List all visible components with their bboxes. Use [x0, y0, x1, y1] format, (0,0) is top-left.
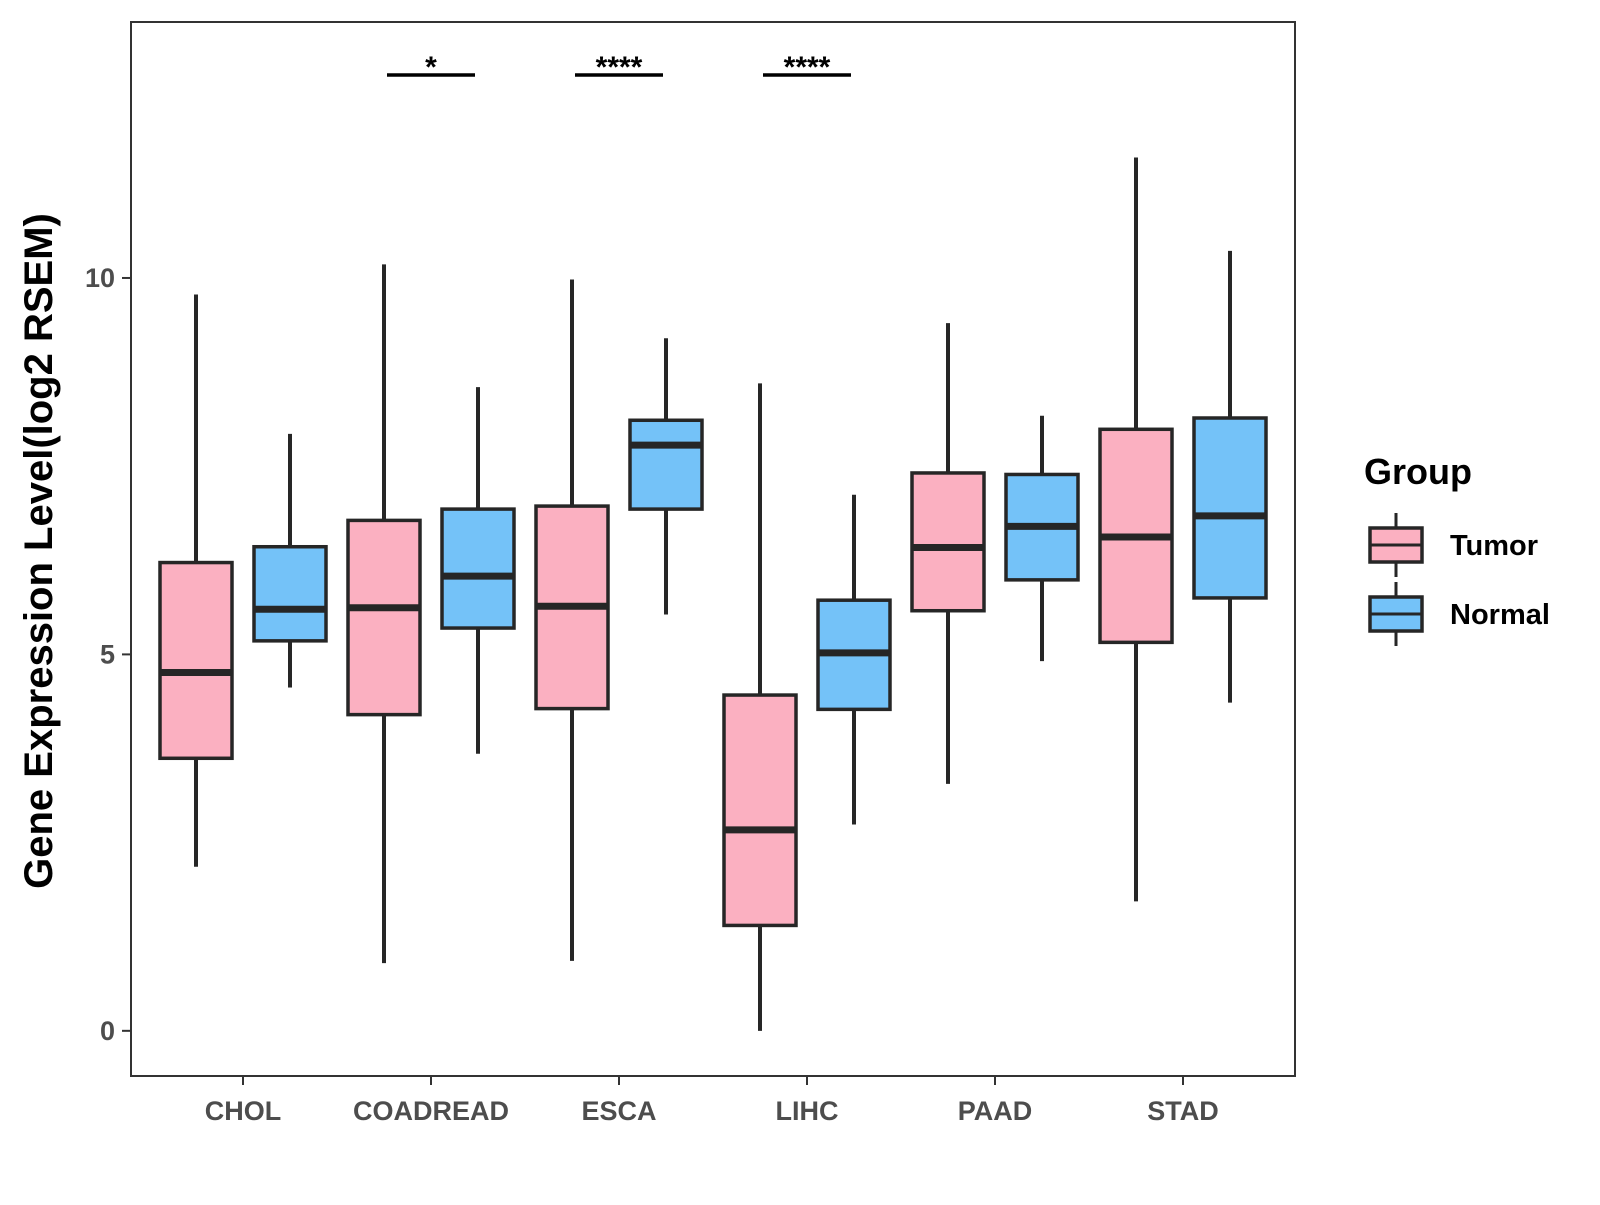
box-esca-normal [628, 338, 704, 615]
x-tick-label: LIHC [776, 1096, 839, 1126]
box-iqr [910, 471, 986, 613]
box-paad-normal [1004, 415, 1080, 662]
plot-panel-border [130, 21, 1296, 1077]
box-stad-normal [1192, 250, 1268, 703]
box-iqr [440, 507, 516, 630]
box-coadread-normal [440, 387, 516, 754]
box-iqr [628, 418, 704, 511]
x-tick-label: PAAD [958, 1096, 1033, 1126]
box-chol-normal [252, 433, 328, 688]
box-stad-tumor [1098, 157, 1174, 902]
box-chol-tumor [158, 294, 234, 867]
legend-item-tumor: Tumor [1368, 513, 1538, 577]
y-axis-title: Gene Expression Level(log2 RSEM) [17, 213, 61, 889]
significance-esca: **** [575, 51, 663, 84]
legend: Group Tumor Normal [1364, 451, 1550, 646]
legend-label: Normal [1450, 599, 1550, 631]
x-tick-label: COADREAD [353, 1096, 509, 1126]
box-iqr [252, 544, 328, 643]
box-lihc-tumor [722, 383, 798, 1031]
y-tick-label: 5 [100, 639, 115, 669]
box-paad-tumor [910, 323, 986, 784]
x-tick-label: ESCA [581, 1096, 656, 1126]
legend-title: Group [1364, 451, 1472, 492]
box-iqr [1192, 416, 1268, 600]
significance-coadread: * [387, 51, 475, 84]
y-tick-label: 10 [85, 263, 115, 293]
box-iqr [158, 560, 234, 761]
x-tick-label: STAD [1147, 1096, 1219, 1126]
significance-label: **** [784, 51, 831, 84]
box-esca-tumor [534, 279, 610, 961]
significance-label: * [425, 51, 437, 84]
legend-label: Tumor [1450, 530, 1538, 562]
box-iqr [346, 518, 422, 717]
significance-label: **** [596, 51, 643, 84]
legend-item-normal: Normal [1368, 582, 1550, 646]
box-iqr [722, 693, 798, 928]
plot-layer: * **** **** [158, 51, 1268, 1031]
box-lihc-normal [816, 494, 892, 825]
axis-layer: 0 5 10 CHOL COADREAD ESCA LIHC PAAD STAD [85, 263, 1219, 1126]
y-tick-label: 0 [100, 1016, 115, 1046]
box-coadread-tumor [346, 264, 422, 964]
x-tick-label: CHOL [205, 1096, 282, 1126]
significance-lihc: **** [763, 51, 851, 84]
